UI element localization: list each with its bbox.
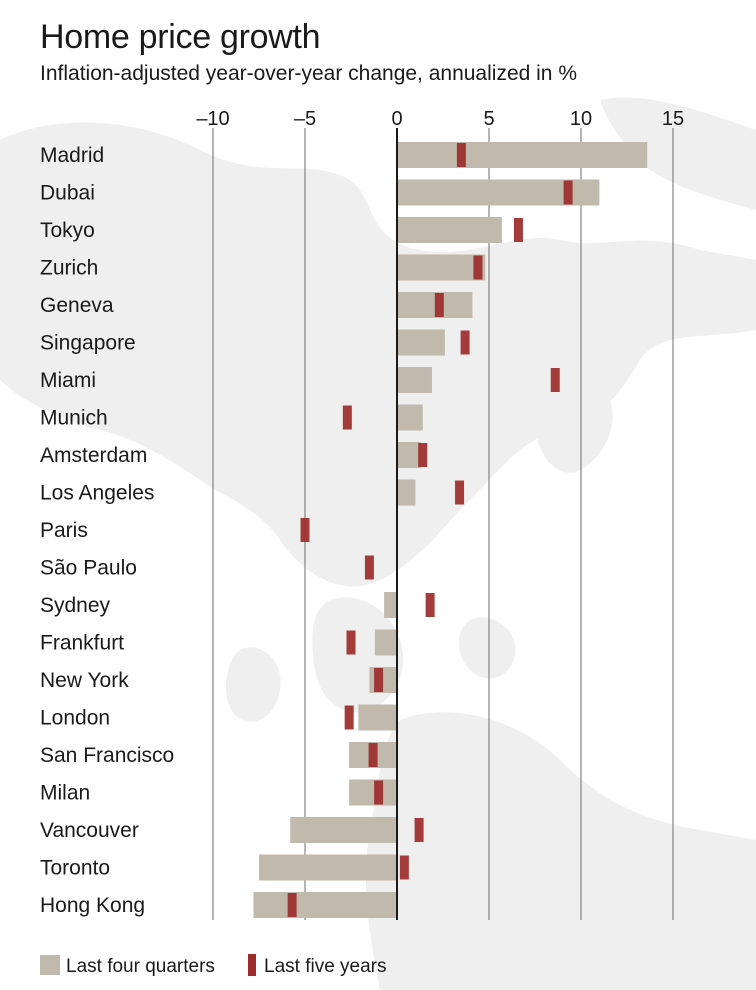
marker	[414, 818, 424, 842]
marker	[399, 855, 409, 880]
bar	[259, 854, 397, 881]
bar	[397, 479, 416, 506]
category-label: Milan	[40, 782, 90, 805]
x-tick-label: –5	[294, 108, 316, 130]
marker	[434, 293, 444, 317]
category-label: Hong Kong	[40, 894, 145, 917]
x-tick-label: 0	[391, 108, 402, 130]
bar	[397, 404, 423, 431]
markers-last-five-years	[287, 143, 573, 917]
category-label: Amsterdam	[40, 444, 147, 467]
bar	[384, 592, 397, 618]
marker	[425, 593, 435, 617]
category-label: Toronto	[40, 857, 110, 880]
category-label: Frankfurt	[40, 632, 124, 655]
x-tick-label: 15	[662, 108, 684, 130]
marker	[364, 555, 374, 580]
marker	[460, 330, 470, 355]
marker	[563, 180, 573, 205]
legend-swatch-last-five-years	[248, 954, 256, 976]
bar	[253, 892, 397, 918]
marker	[342, 405, 352, 430]
marker	[513, 218, 523, 242]
bar	[349, 779, 397, 806]
category-label: Los Angeles	[40, 482, 154, 505]
chart-title: Home price growth	[40, 18, 321, 56]
category-label: Zurich	[40, 257, 98, 280]
marker	[300, 518, 310, 542]
category-labels: Madrid Dubai Tokyo Zurich Geneva Singapore Mia…	[40, 144, 174, 917]
category-label: Sydney	[40, 594, 111, 617]
marker	[455, 480, 465, 505]
bar	[369, 667, 397, 693]
marker	[550, 368, 560, 392]
category-label: Vancouver	[40, 819, 139, 842]
category-label: Miami	[40, 369, 96, 392]
bar	[397, 367, 432, 393]
category-label: Tokyo	[40, 219, 95, 242]
marker	[374, 780, 384, 805]
category-label: São Paulo	[40, 557, 137, 580]
chart-subtitle: Inflation-adjusted year-over-year change…	[40, 62, 577, 85]
legend: Last four quarters Last five years	[40, 954, 387, 977]
category-label: Dubai	[40, 182, 95, 205]
category-label: Madrid	[40, 144, 104, 167]
legend-label-last-four-quarters: Last four quarters	[66, 956, 215, 977]
marker	[344, 705, 354, 730]
marker	[418, 443, 428, 467]
x-tick-label: 10	[570, 108, 592, 130]
legend-swatch-last-four-quarters	[40, 955, 60, 975]
category-label: New York	[40, 669, 129, 692]
category-label: Singapore	[40, 332, 136, 355]
bar	[290, 817, 397, 843]
marker	[287, 893, 297, 917]
x-axis-tick-labels: –10 –5 0 5 10 15	[196, 108, 684, 130]
category-label: Paris	[40, 519, 88, 542]
category-label: Geneva	[40, 294, 114, 317]
bar	[397, 329, 445, 356]
legend-label-last-five-years: Last five years	[264, 956, 387, 977]
bar	[397, 292, 473, 318]
category-label: Munich	[40, 407, 108, 430]
marker	[374, 668, 384, 692]
bar	[397, 254, 486, 281]
bar	[397, 142, 648, 168]
marker	[346, 630, 356, 655]
bar	[397, 217, 502, 243]
marker	[473, 255, 483, 280]
marker	[456, 143, 466, 167]
bar	[397, 442, 421, 468]
category-label: London	[40, 707, 110, 730]
x-tick-label: –10	[196, 108, 229, 130]
x-tick-label: 5	[483, 108, 494, 130]
marker	[368, 743, 378, 767]
bar	[358, 704, 397, 731]
bar	[374, 629, 397, 656]
category-label: San Francisco	[40, 744, 174, 767]
